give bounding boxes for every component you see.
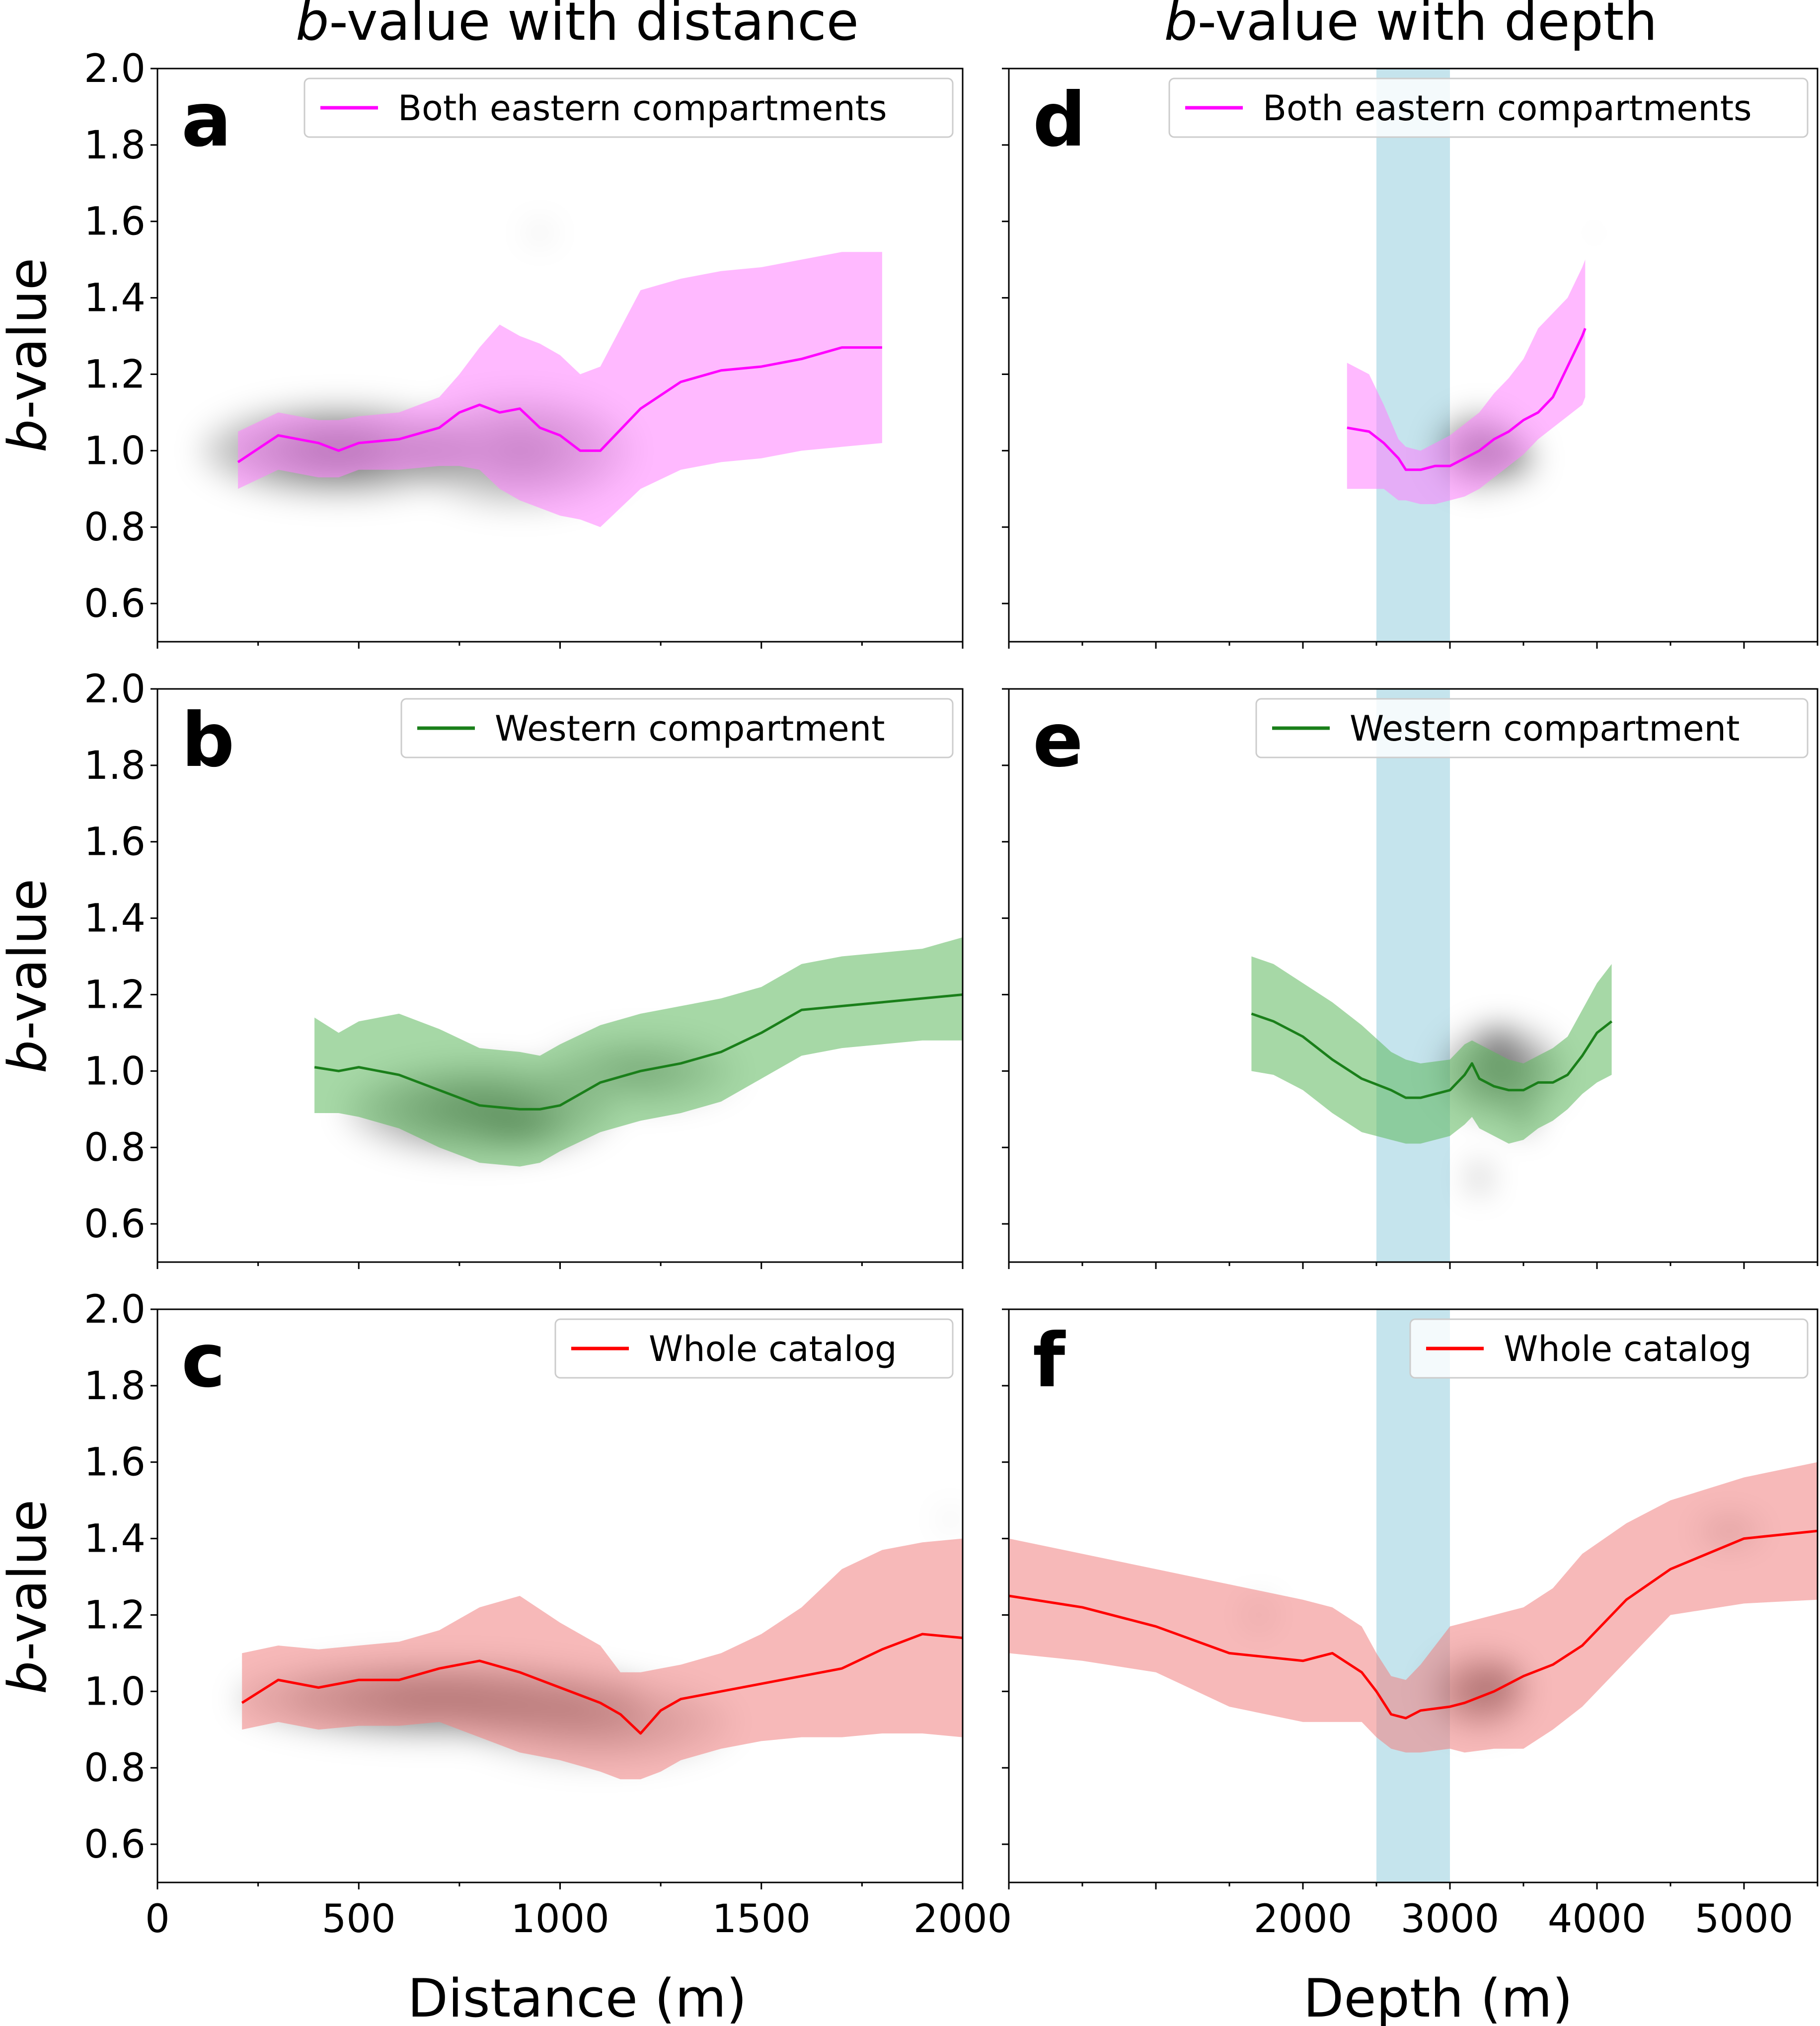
x-tick-label: 3000 bbox=[1401, 1897, 1500, 1942]
y-axis-label-row-3: b-value bbox=[0, 1500, 58, 1694]
y-axis-label-row-2: b-value bbox=[0, 879, 58, 1073]
panels: 0.6 0.8 1.0 1.2 1.4 1.6 1.8 2.0 a Both eastern co… bbox=[84, 47, 1819, 1942]
x-tick-label: 0 bbox=[145, 1897, 170, 1942]
plot-area-d bbox=[1347, 69, 1594, 642]
column-title-depth: b-value with depth bbox=[1164, 0, 1657, 52]
y-tick-label: 1.6 bbox=[84, 200, 146, 244]
column-title-distance: b-value with distance bbox=[296, 0, 859, 52]
y-tick-label: 1.0 bbox=[84, 1049, 146, 1094]
y-tick-label: 2.0 bbox=[84, 1287, 146, 1332]
x-tick-label: 1500 bbox=[712, 1897, 811, 1942]
x-axis-label-depth: Depth (m) bbox=[1303, 1968, 1573, 2026]
plot-area-b bbox=[314, 937, 963, 1167]
uncertainty-band-d bbox=[1347, 259, 1586, 505]
y-tick-label: 1.4 bbox=[84, 1517, 146, 1562]
density-blob-2-level-3 bbox=[947, 1516, 954, 1523]
series-line-c bbox=[241, 1633, 963, 1735]
y-tick-label: 1.8 bbox=[84, 744, 146, 788]
y-tick-label: 0.8 bbox=[84, 505, 146, 550]
legend-label-f: Whole catalog bbox=[1504, 1329, 1752, 1369]
plot-area-f bbox=[1009, 1309, 1818, 1882]
depth-band-highlight bbox=[1376, 689, 1450, 1262]
legend-label-e: Western compartment bbox=[1350, 708, 1740, 749]
panel-letter-e: e bbox=[1033, 697, 1083, 784]
uncertainty-band-f bbox=[1009, 1462, 1818, 1753]
y-tick-label: 1.0 bbox=[84, 429, 146, 473]
y-tick-label: 1.8 bbox=[84, 123, 146, 168]
depth-band-highlight bbox=[1376, 1309, 1450, 1882]
y-tick-label: 0.6 bbox=[84, 582, 146, 626]
panel-b: 0.6 0.8 1.0 1.2 1.4 1.6 1.8 2.0 b Western compart… bbox=[84, 667, 964, 1269]
y-tick-label: 1.4 bbox=[84, 897, 146, 941]
y-tick-label: 0.8 bbox=[84, 1746, 146, 1791]
y-tick-label: 1.2 bbox=[84, 973, 146, 1017]
y-tick-label: 1.0 bbox=[84, 1669, 146, 1714]
x-tick-label: 5000 bbox=[1695, 1897, 1794, 1942]
y-tick-label: 1.8 bbox=[84, 1364, 146, 1409]
x-tick-label: 1000 bbox=[511, 1897, 609, 1942]
axes-frame-d bbox=[1008, 68, 1819, 643]
axes-frame-e bbox=[1008, 688, 1819, 1263]
legend-box-f bbox=[1409, 1318, 1809, 1379]
density-blob-3-level-3 bbox=[1476, 1172, 1483, 1184]
series-line-b bbox=[314, 993, 963, 1111]
series-line-d bbox=[1347, 328, 1587, 471]
x-tick-label: 4000 bbox=[1548, 1897, 1647, 1942]
panel-letter-b: b bbox=[181, 697, 234, 784]
series-line-a bbox=[237, 346, 882, 463]
uncertainty-band-a bbox=[238, 252, 882, 527]
legend-label-b: Western compartment bbox=[495, 708, 885, 749]
uncertainty-band-e bbox=[1251, 956, 1612, 1144]
y-tick-label: 0.6 bbox=[84, 1822, 146, 1867]
panel-d: d Both eastern compartments bbox=[1002, 68, 1819, 649]
series-line-f bbox=[1009, 1529, 1818, 1720]
y-tick-label: 1.4 bbox=[84, 276, 146, 321]
x-tick-label: 500 bbox=[322, 1897, 396, 1942]
panel-letter-c: c bbox=[181, 1318, 226, 1404]
panel-e: e Western compartment bbox=[1002, 688, 1819, 1269]
legend-box-d bbox=[1168, 77, 1809, 138]
panel-letter-a: a bbox=[181, 77, 231, 163]
legend-box-e bbox=[1255, 698, 1809, 758]
series-line-e bbox=[1251, 1012, 1613, 1099]
legend-label-c: Whole catalog bbox=[649, 1329, 897, 1369]
y-tick-label: 2.0 bbox=[84, 667, 146, 712]
density-blob-2-level-3 bbox=[1593, 231, 1594, 235]
panel-a: 0.6 0.8 1.0 1.2 1.4 1.6 1.8 2.0 a Both eastern co… bbox=[84, 47, 964, 649]
legend-label-d: Both eastern compartments bbox=[1263, 88, 1752, 129]
y-tick-label: 1.2 bbox=[84, 352, 146, 397]
panel-letter-f: f bbox=[1033, 1318, 1066, 1404]
panel-c: 0.6 0.8 1.0 1.2 1.4 1.6 1.8 2.0 0 500 1000 1500 2000… bbox=[84, 1287, 1012, 1942]
axes-frame-f bbox=[1008, 1308, 1819, 1883]
legend-box-c bbox=[554, 1318, 954, 1379]
x-tick-label: 2000 bbox=[913, 1897, 1012, 1942]
plot-area-a bbox=[202, 229, 882, 527]
legend-label-a: Both eastern compartments bbox=[398, 88, 887, 129]
panel-f: 2000 3000 4000 5000 f Whole catalog bbox=[1002, 1308, 1819, 1942]
y-axis-label-row-1: b-value bbox=[0, 258, 58, 452]
plot-area-c bbox=[238, 1516, 963, 1780]
uncertainty-band-b bbox=[314, 937, 963, 1167]
y-tick-label: 1.6 bbox=[84, 820, 146, 865]
panel-letter-d: d bbox=[1033, 77, 1086, 163]
density-blob-1-level-3 bbox=[1492, 1036, 1502, 1045]
density-blob-2-level-3 bbox=[535, 229, 544, 236]
plot-area-e bbox=[1251, 689, 1613, 1262]
legend-box-a bbox=[303, 77, 954, 138]
depth-band-highlight bbox=[1376, 69, 1450, 642]
y-tick-label: 0.8 bbox=[84, 1126, 146, 1170]
uncertainty-band-c bbox=[242, 1538, 963, 1780]
legend-box-b bbox=[400, 698, 954, 758]
x-axis-label-distance: Distance (m) bbox=[407, 1968, 747, 2026]
x-tick-label: 2000 bbox=[1254, 1897, 1353, 1942]
y-tick-label: 2.0 bbox=[84, 47, 146, 91]
y-tick-label: 1.6 bbox=[84, 1440, 146, 1485]
y-tick-label: 1.2 bbox=[84, 1593, 146, 1638]
y-tick-label: 0.6 bbox=[84, 1202, 146, 1247]
